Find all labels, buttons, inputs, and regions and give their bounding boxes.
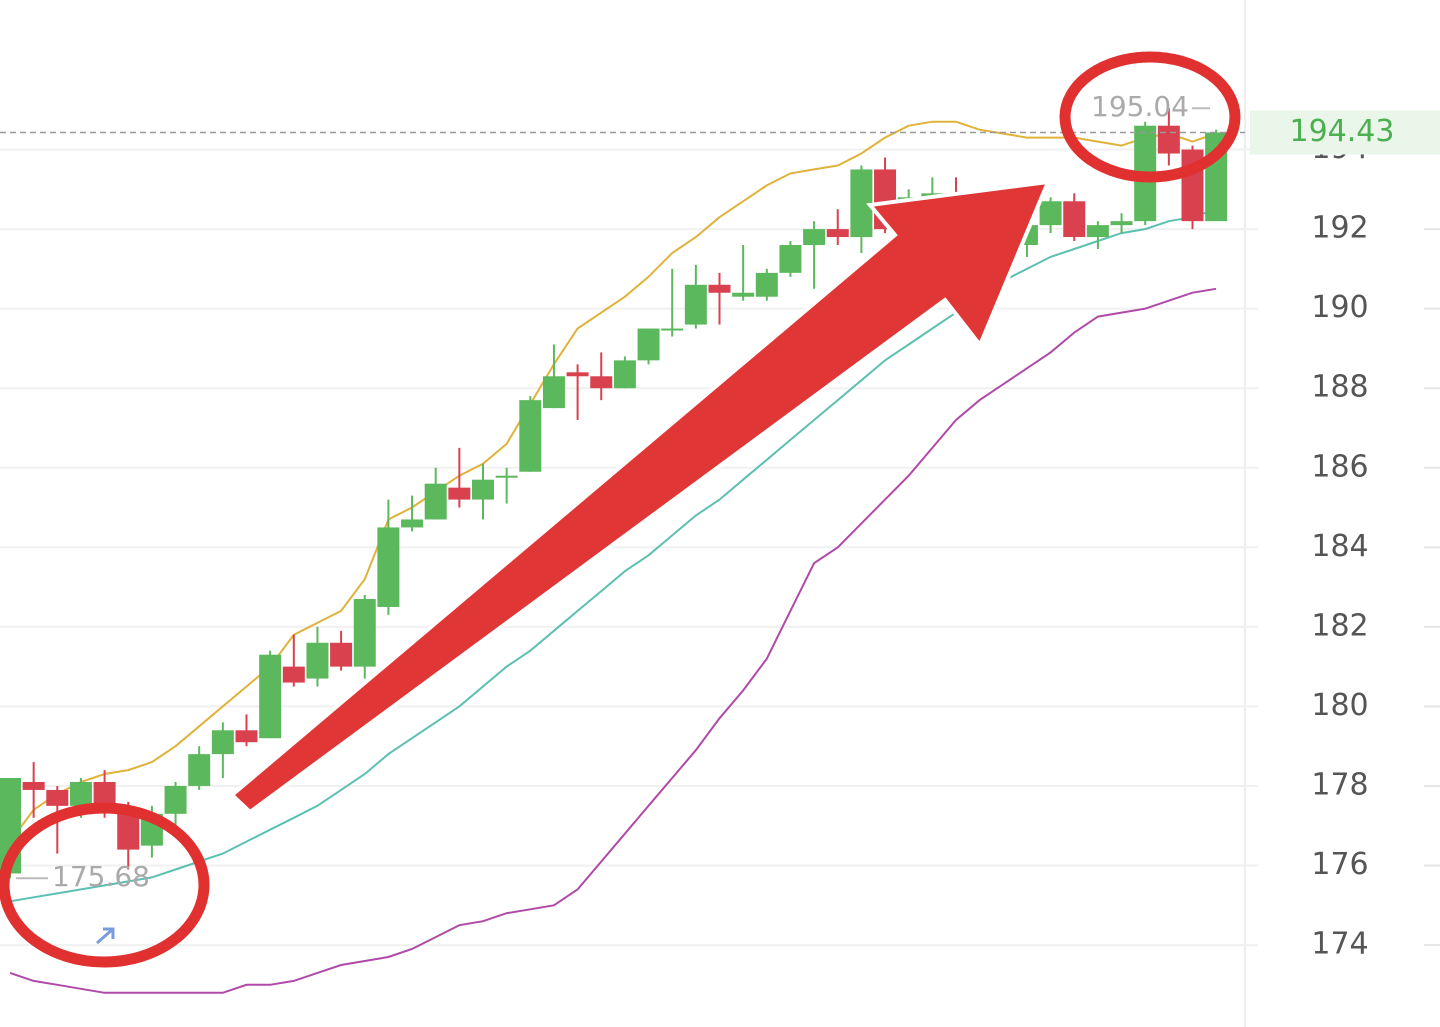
candle-body bbox=[353, 599, 376, 667]
candle-body bbox=[472, 479, 494, 500]
overlay-line bbox=[9, 120, 1217, 843]
candle-body bbox=[755, 272, 778, 297]
y-tick-label: 188 bbox=[1311, 370, 1368, 405]
candle-body bbox=[164, 785, 187, 814]
candle-body bbox=[117, 809, 140, 850]
candle-body bbox=[779, 245, 802, 273]
candle-body bbox=[282, 666, 305, 683]
candle-body bbox=[235, 730, 258, 743]
candle-body bbox=[519, 400, 542, 472]
candle-body bbox=[566, 372, 589, 377]
candle-body bbox=[69, 781, 92, 806]
last-price-label: 194.43 bbox=[1290, 114, 1395, 149]
candle-body bbox=[22, 781, 45, 790]
candle-body bbox=[211, 730, 234, 755]
highlight-circle bbox=[1059, 51, 1241, 183]
candle-body bbox=[330, 642, 353, 667]
candle-body bbox=[637, 328, 660, 361]
low-label: 175.68 bbox=[52, 860, 150, 893]
y-tick-label: 180 bbox=[1311, 688, 1368, 723]
candle-body bbox=[826, 229, 849, 238]
candle-body bbox=[613, 360, 636, 389]
annotations bbox=[0, 51, 1241, 968]
candle-body bbox=[377, 527, 400, 607]
candle-body bbox=[850, 169, 873, 238]
candle-body bbox=[188, 754, 211, 786]
candle-body bbox=[732, 292, 755, 297]
candle-body bbox=[1039, 201, 1062, 226]
candle-body bbox=[708, 284, 731, 293]
candle-body bbox=[1157, 125, 1180, 154]
y-tick-label: 186 bbox=[1311, 449, 1368, 484]
trend-arrow bbox=[228, 179, 1052, 815]
y-tick-label: 176 bbox=[1311, 847, 1368, 882]
candle-body bbox=[306, 642, 329, 679]
candle-body bbox=[1086, 225, 1109, 238]
y-tick-label: 190 bbox=[1311, 290, 1368, 325]
candle-body bbox=[661, 328, 684, 331]
candle-body bbox=[590, 376, 613, 389]
candle-body bbox=[1063, 201, 1086, 238]
candle-body bbox=[46, 789, 69, 806]
high-label: 195.04 bbox=[1091, 90, 1189, 123]
y-tick-label: 184 bbox=[1311, 529, 1368, 564]
candle-body bbox=[1110, 221, 1133, 226]
candle-body bbox=[542, 376, 565, 409]
candle-body bbox=[495, 475, 518, 478]
highlight-circle bbox=[0, 802, 210, 968]
y-tick-label: 192 bbox=[1311, 211, 1368, 246]
candle-body bbox=[401, 519, 424, 528]
overlay-lines bbox=[9, 120, 1217, 994]
y-tick-label: 174 bbox=[1311, 927, 1368, 962]
arrow-icon bbox=[96, 927, 115, 945]
candle-body bbox=[448, 487, 471, 500]
overlay-line bbox=[9, 208, 1217, 903]
y-tick-label: 182 bbox=[1311, 608, 1368, 643]
overlay-line bbox=[9, 287, 1217, 994]
candle-body bbox=[684, 284, 707, 325]
labels: 174176178180182184186188190192194194.431… bbox=[0, 90, 1440, 962]
candle-body bbox=[424, 483, 447, 520]
candle-body bbox=[259, 654, 282, 739]
candle-body bbox=[803, 229, 826, 246]
last-price-box bbox=[1250, 110, 1440, 155]
y-tick-label: 178 bbox=[1311, 767, 1368, 802]
